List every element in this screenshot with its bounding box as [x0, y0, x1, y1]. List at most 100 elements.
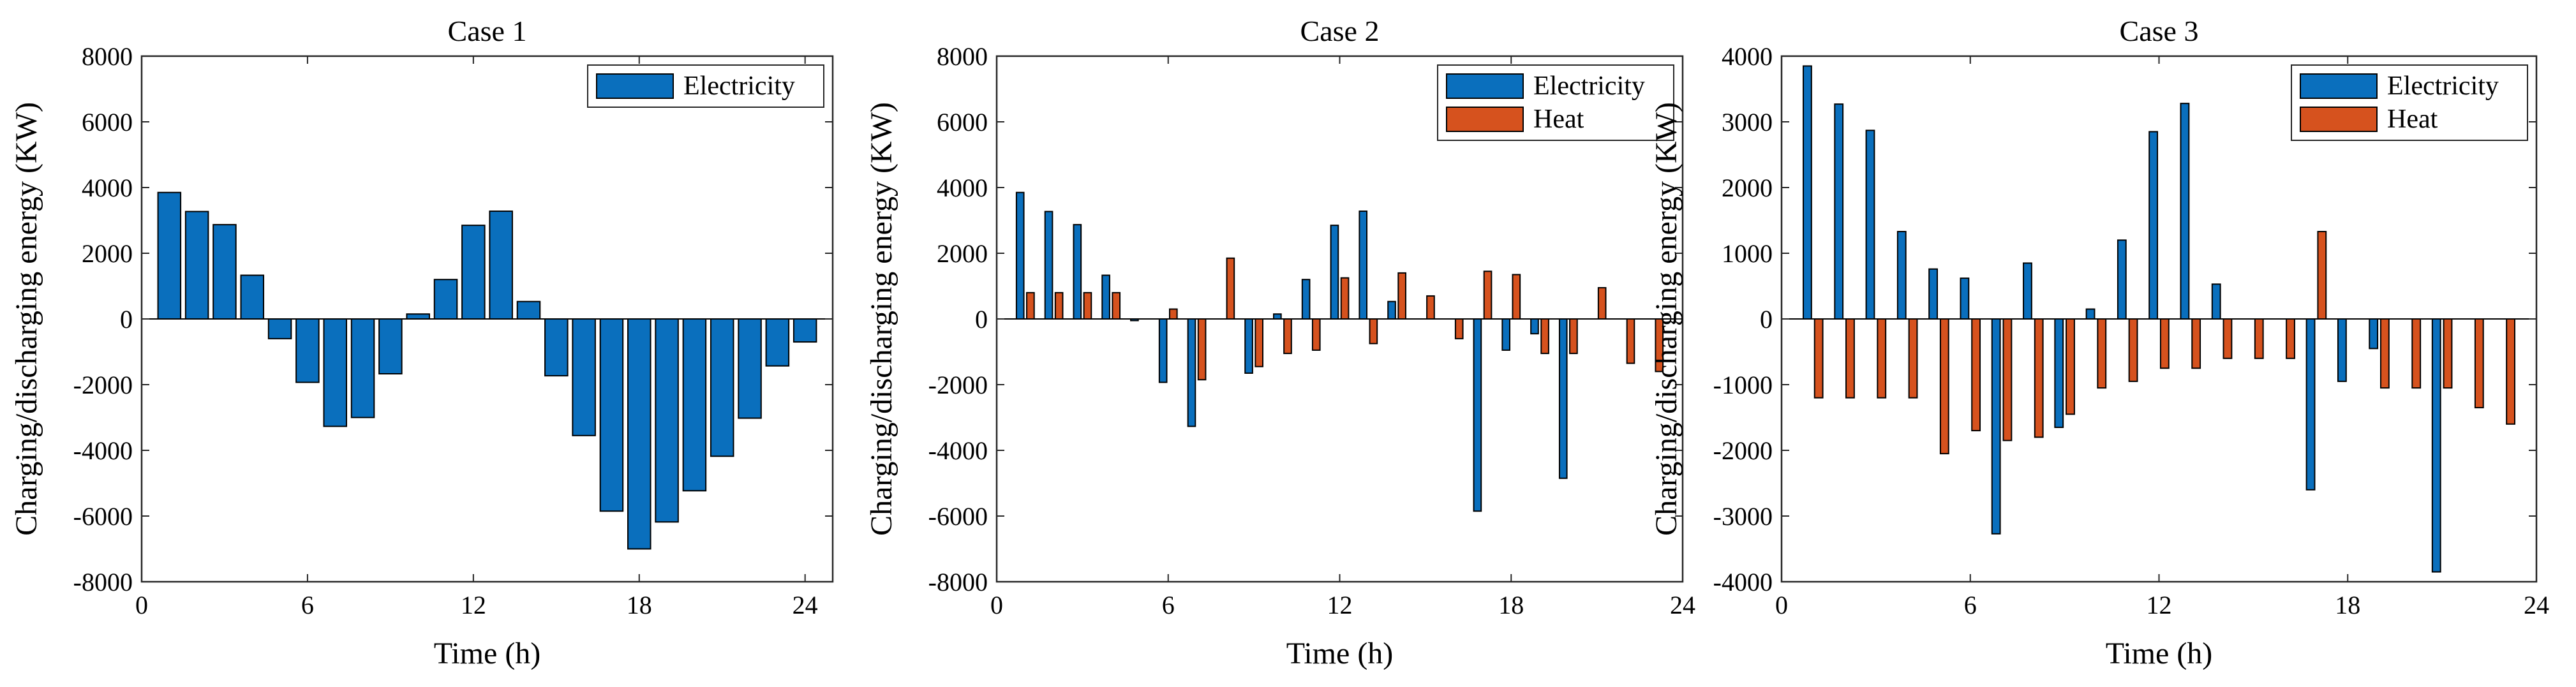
legend-label-heat: Heat — [2387, 105, 2438, 134]
bar-electricity-4 — [240, 274, 265, 320]
bar-heat-19 — [2380, 318, 2390, 389]
bar-electricity-7 — [1991, 318, 2001, 535]
bar-electricity-14 — [516, 300, 541, 320]
legend-label-heat: Heat — [1533, 105, 1584, 134]
bar-electricity-14 — [2211, 283, 2221, 320]
y-tick-label: -6000 — [73, 502, 133, 531]
bar-electricity-2 — [1044, 211, 1053, 320]
y-tick-label: 6000 — [937, 108, 988, 137]
y-tick-label: -8000 — [73, 568, 133, 596]
bar-heat-12 — [1340, 277, 1350, 320]
bar-heat-20 — [2411, 318, 2422, 389]
bar-electricity-19 — [1530, 318, 1539, 335]
bar-heat-5 — [1939, 318, 1949, 455]
y-tick-label: -3000 — [1713, 502, 1773, 531]
legend: Electricity Heat — [1437, 64, 1674, 141]
tick-marks: 0 6 12 18 24 -4000 -3000 -2000 -1000 0 1000 2000 300… — [1713, 42, 2549, 619]
bar-electricity-6 — [295, 318, 320, 383]
bar-heat-21 — [1597, 287, 1607, 320]
bar-electricity-22 — [738, 318, 762, 419]
bar-electricity-17 — [599, 318, 624, 512]
chart-case-1: Case 1 Time (h) Charging/discharging ene… — [10, 15, 834, 670]
chart-title: Case 1 — [448, 15, 527, 47]
y-tick-label: 4000 — [1722, 42, 1773, 71]
bar-electricity-21 — [2431, 318, 2441, 573]
bar-heat-9 — [1254, 318, 1264, 367]
legend-label-electricity: Electricity — [1533, 71, 1645, 101]
bar-electricity-8 — [350, 318, 375, 418]
bar-electricity-11 — [433, 279, 458, 320]
y-axis-label: Charging/discharging energy (KW) — [865, 102, 898, 536]
bar-heat-9 — [2066, 318, 2075, 415]
bar-heat-8 — [1226, 257, 1235, 320]
bar-electricity-3 — [1865, 129, 1875, 320]
x-tick-label: 24 — [793, 591, 818, 619]
bar-electricity-12 — [2148, 131, 2159, 320]
bar-heat-8 — [2034, 318, 2044, 438]
bar-electricity-4 — [1101, 274, 1110, 320]
legend: Electricity — [587, 64, 824, 108]
x-tick-label: 18 — [1498, 591, 1524, 619]
y-tick-label: -2000 — [928, 371, 988, 399]
bar-heat-6 — [1971, 318, 1981, 432]
y-tick-label: 8000 — [937, 42, 988, 71]
y-tick-label: 8000 — [82, 42, 133, 71]
bar-electricity-12 — [1330, 225, 1339, 320]
bar-heat-16 — [1454, 318, 1464, 339]
x-tick-label: 12 — [1327, 591, 1353, 619]
chart-case-3: Case 3 Time (h) Charging/discharging ene… — [1649, 15, 2549, 670]
legend-swatch-heat — [1446, 107, 1524, 132]
y-axis-label: Charging/discharging energy (KW) — [10, 102, 43, 536]
y-tick-label: -2000 — [1713, 436, 1773, 465]
bar-electricity-6 — [1960, 277, 1970, 320]
chart-case-2: Case 2 Time (h) Charging/discharging ene… — [865, 15, 1695, 670]
bar-heat-15 — [1426, 295, 1435, 320]
bar-electricity-1 — [1803, 65, 1812, 320]
bar-electricity-20 — [1558, 318, 1568, 479]
bar-electricity-9 — [378, 318, 403, 375]
bar-heat-2 — [1054, 292, 1064, 320]
bar-electricity-12 — [461, 225, 486, 320]
y-tick-label: 2000 — [937, 239, 988, 268]
legend: Electricity Heat — [2291, 64, 2528, 141]
bar-electricity-13 — [1359, 211, 1368, 320]
bar-heat-17 — [2317, 231, 2327, 320]
bar-heat-14 — [1397, 272, 1406, 320]
y-tick-label: -4000 — [1713, 568, 1773, 596]
bar-electricity-16 — [572, 318, 596, 436]
bar-electricity-18 — [1501, 318, 1511, 351]
bar-electricity-17 — [1473, 318, 1482, 512]
bars-group — [157, 191, 817, 550]
tick-marks: 0 6 12 18 24 -8000 -6000 -4000 -2000 0 2000 4000 600… — [928, 42, 1695, 619]
legend-swatch-electricity — [1446, 73, 1524, 99]
bar-heat-1 — [1026, 292, 1035, 320]
tick-marks: 0 6 12 18 24 -8000 -6000 -4000 -2000 0 2000 4000 600… — [73, 42, 833, 619]
bar-heat-23 — [2506, 318, 2515, 425]
bar-electricity-9 — [1244, 318, 1253, 374]
bar-heat-3 — [1877, 318, 1887, 399]
bar-electricity-6 — [1158, 318, 1168, 383]
y-tick-label: -6000 — [928, 502, 988, 531]
bar-heat-10 — [2097, 318, 2107, 389]
bar-heat-21 — [2443, 318, 2453, 389]
bar-electricity-10 — [406, 313, 430, 320]
bar-electricity-24 — [793, 318, 817, 343]
bar-heat-11 — [2128, 318, 2138, 382]
y-tick-label: 4000 — [937, 174, 988, 202]
y-tick-label: 0 — [975, 305, 988, 334]
bar-electricity-13 — [489, 211, 513, 320]
bar-electricity-18 — [627, 318, 651, 550]
x-axis-label: Time (h) — [2106, 637, 2213, 670]
x-tick-label: 18 — [627, 591, 652, 619]
bar-heat-13 — [2191, 318, 2201, 369]
bar-heat-18 — [1512, 274, 1521, 320]
x-tick-label: 12 — [2147, 591, 2172, 619]
y-tick-label: 2000 — [82, 239, 133, 268]
y-tick-label: -1000 — [1713, 371, 1773, 399]
bar-electricity-15 — [544, 318, 569, 377]
x-tick-label: 24 — [1670, 591, 1695, 619]
bar-heat-17 — [1483, 270, 1493, 320]
bar-heat-10 — [1283, 318, 1292, 355]
bar-electricity-11 — [2117, 239, 2127, 320]
